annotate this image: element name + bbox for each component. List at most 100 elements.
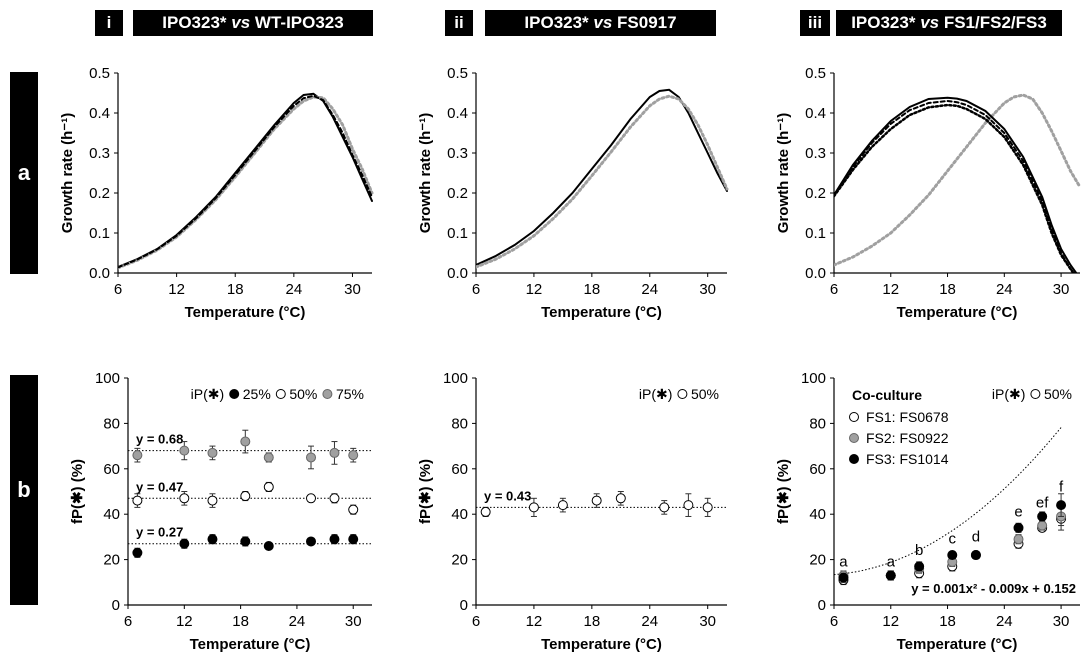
coculture-label: FS1: FS0678 <box>866 409 949 425</box>
legend-title: iP(✱) <box>639 386 673 402</box>
data-point <box>659 502 670 513</box>
x-tick-label: 24 <box>996 613 1013 630</box>
data-point <box>263 540 274 551</box>
column-ii-title-post: FS0917 <box>612 13 677 32</box>
y-axis-label: Growth rate (h⁻¹) <box>775 113 792 233</box>
data-point <box>702 502 713 513</box>
data-point <box>329 493 340 504</box>
y-tick-label: 100 <box>95 370 120 387</box>
column-i-title-pre: IPO323* <box>162 13 232 32</box>
y-tick-label: 0.4 <box>447 105 468 122</box>
series-line <box>834 93 1082 267</box>
row-b-tag: b <box>10 375 38 605</box>
x-axis-label: Temperature (°C) <box>185 304 306 321</box>
column-i-title-vs: vs <box>231 13 251 32</box>
y-tick-label: 0.3 <box>805 145 826 162</box>
mean-label: y = 0.27 <box>136 525 183 540</box>
mean-label: y = 0.47 <box>136 479 183 494</box>
y-tick-label: 0.4 <box>89 105 110 122</box>
significance-letter: e <box>1014 503 1022 520</box>
chart-b-iii: 0 20 40 60 80 100 6 12 18 24 30 Temperature (°C) fP(… <box>775 370 1080 653</box>
chart-a-ii: 0.0 0.1 0.2 0.3 0.4 0.5 6 12 18 24 30 Temperature (… <box>417 65 729 321</box>
y-tick-label: 0.0 <box>447 265 468 282</box>
y-tick-label: 20 <box>103 552 120 569</box>
y-tick-label: 0 <box>460 597 468 614</box>
y-tick-label: 0 <box>818 597 826 614</box>
x-tick-label: 12 <box>882 613 899 630</box>
data-point <box>306 452 316 463</box>
y-tick-label: 0.3 <box>89 145 110 162</box>
y-tick-label: 0.4 <box>805 105 826 122</box>
data-point <box>240 536 251 547</box>
coculture-marker <box>849 412 859 422</box>
chart-a-i: 0.0 0.1 0.2 0.3 0.4 0.5 6 12 18 24 30 Temperature (… <box>59 65 374 321</box>
x-axis-label: Temperature (°C) <box>190 636 311 653</box>
y-tick-label: 60 <box>451 461 468 478</box>
x-axis-label: Temperature (°C) <box>541 304 662 321</box>
coculture-title: Co-culture <box>852 387 922 403</box>
column-iii-title-pre: IPO323* <box>851 13 921 32</box>
data-point <box>132 547 143 558</box>
data-point <box>970 550 981 561</box>
data-point <box>1037 511 1048 522</box>
x-tick-label: 18 <box>939 613 956 630</box>
y-tick-label: 100 <box>801 370 826 387</box>
data-point <box>1056 500 1067 511</box>
x-tick-label: 30 <box>344 281 361 298</box>
chart-b-ii: 0 20 40 60 80 100 6 12 18 24 30 Temperature (°C) fP(… <box>417 370 727 653</box>
x-tick-label: 18 <box>584 281 601 298</box>
x-tick-label: 6 <box>472 281 480 298</box>
x-tick-label: 6 <box>830 613 838 630</box>
y-tick-label: 0.3 <box>447 145 468 162</box>
y-tick-label: 60 <box>809 461 826 478</box>
y-tick-label: 100 <box>443 370 468 387</box>
series-line <box>118 95 374 270</box>
y-axis-label: fP(✱) (%) <box>775 459 792 524</box>
legend-marker <box>322 389 333 399</box>
y-tick-label: 20 <box>809 552 826 569</box>
x-tick-label: 30 <box>1053 281 1070 298</box>
y-tick-label: 0.5 <box>89 65 110 82</box>
data-point <box>240 436 251 447</box>
data-point <box>947 550 958 561</box>
series-line <box>118 94 373 269</box>
significance-letter: ef <box>1036 494 1049 511</box>
x-tick-label: 30 <box>1053 613 1070 630</box>
data-point <box>557 500 568 511</box>
series-line <box>118 92 373 268</box>
x-tick-label: 12 <box>176 613 193 630</box>
y-tick-label: 0.2 <box>89 185 110 202</box>
x-tick-label: 12 <box>882 281 899 298</box>
data-point <box>838 572 849 583</box>
series-line <box>476 88 728 266</box>
coculture-marker <box>849 454 859 464</box>
x-tick-label: 12 <box>168 281 185 298</box>
chart-b-i: 0 20 40 60 80 100 6 12 18 24 30 Temperature (°C) fP(… <box>69 370 372 653</box>
fit-equation: y = 0.001x² - 0.009x + 0.152 <box>911 581 1076 596</box>
y-tick-label: 60 <box>103 461 120 478</box>
series-line <box>834 103 1075 273</box>
y-tick-label: 40 <box>809 506 826 523</box>
legend-marker <box>275 389 286 399</box>
y-tick-label: 0.1 <box>89 225 110 242</box>
x-tick-label: 24 <box>289 613 306 630</box>
data-point <box>329 534 340 545</box>
y-tick-label: 0.5 <box>447 65 468 82</box>
significance-letter: f <box>1059 479 1064 496</box>
y-axis-label: Growth rate (h⁻¹) <box>59 113 76 233</box>
series-line <box>834 96 1078 273</box>
x-tick-label: 24 <box>286 281 303 298</box>
y-axis-label: Growth rate (h⁻¹) <box>417 113 434 233</box>
y-axis-label: fP(✱) (%) <box>417 459 434 524</box>
data-point <box>1037 520 1048 531</box>
data-point <box>348 504 359 515</box>
column-iii-title-post: FS1/FS2/FS3 <box>939 13 1047 32</box>
legend-label: 50% <box>691 386 719 402</box>
column-ii-tag: ii <box>445 10 473 36</box>
fit-curve <box>833 427 1062 576</box>
data-point <box>885 570 896 581</box>
y-tick-label: 0 <box>112 597 120 614</box>
x-axis-label: Temperature (°C) <box>897 636 1018 653</box>
column-iii-title-vs: vs <box>920 13 940 32</box>
column-iii-title: IPO323* vs FS1/FS2/FS3 <box>836 10 1062 36</box>
